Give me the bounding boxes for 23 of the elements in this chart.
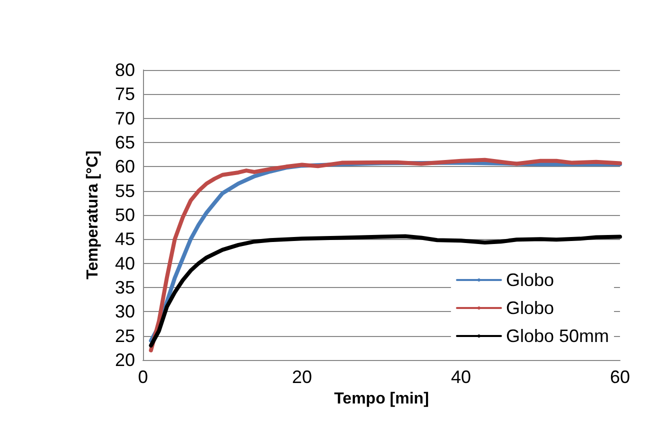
y-tick-label: 65 [114, 132, 135, 152]
line-series [148, 234, 622, 348]
legend-label: Globo [506, 298, 554, 318]
y-tick-label: 45 [114, 229, 135, 250]
y-tick-label: 70 [114, 108, 135, 128]
y-tick-label: 30 [114, 302, 135, 322]
y-tick-label: 60 [114, 156, 135, 177]
x-tick-label: 0 [138, 367, 148, 387]
y-tick-label: 50 [114, 205, 135, 225]
x-tick-label: 40 [450, 367, 472, 387]
x-tick-label: 60 [610, 367, 630, 387]
y-tick-label: 20 [114, 350, 135, 370]
y-tick-label: 55 [114, 180, 135, 201]
y-tick-label: 35 [114, 278, 135, 298]
legend-label: Globo 50mm [506, 326, 610, 346]
legend-label: Globo [506, 270, 554, 290]
y-tick-label: 25 [114, 326, 135, 346]
y-tick-label: 80 [114, 60, 135, 80]
x-tick-label: 20 [292, 367, 312, 387]
y-tick-label: 75 [114, 84, 135, 104]
y-axis-title: Temperatura [°C] [84, 150, 102, 280]
y-tick-label: 40 [114, 253, 135, 274]
x-axis-title: Tempo [min] [334, 390, 429, 408]
